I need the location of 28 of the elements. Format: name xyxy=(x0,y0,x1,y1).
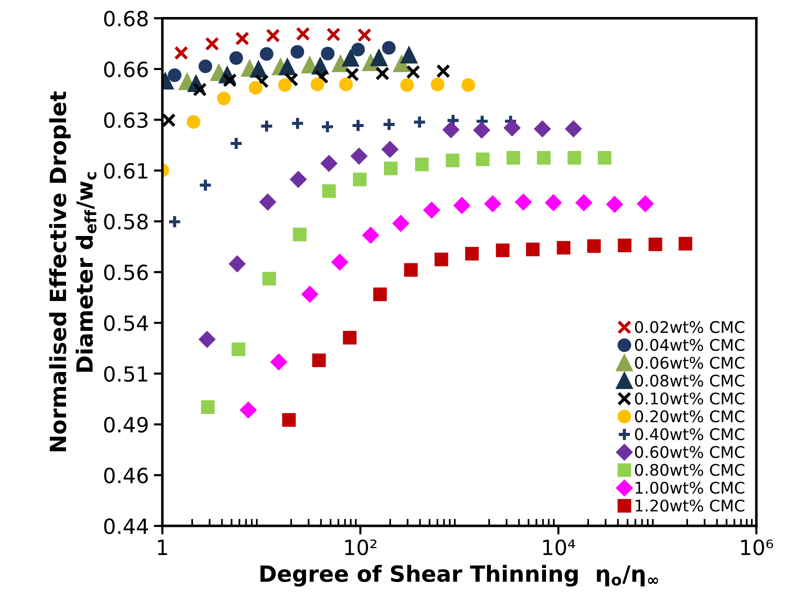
legend-label: 0.04wt% CMC xyxy=(635,338,744,351)
legend-label: 0.02wt% CMC xyxy=(635,321,744,334)
y-tick-label: 0.66 xyxy=(104,61,148,78)
legend-label: 0.20wt% CMC xyxy=(635,410,744,422)
legend-label: 1.00wt% CMC xyxy=(636,482,744,494)
x-tick-label: 10⁶ xyxy=(741,539,774,556)
y-tick-label: 0.49 xyxy=(104,416,148,433)
y-tick-label: 0.51 xyxy=(104,366,148,382)
x-tick-label: 10² xyxy=(345,539,376,556)
x-tick-label: 1 xyxy=(158,540,168,555)
legend-label: 0.08wt% CMC xyxy=(635,374,744,387)
y-tick-label: 0.68 xyxy=(104,10,148,26)
x-tick-label: 10⁴ xyxy=(543,539,576,556)
legend-label: 0.10wt% CMC xyxy=(635,392,744,405)
legend-label: 0.60wt% CMC xyxy=(635,446,744,458)
y-tick-label: 0.56 xyxy=(104,264,148,280)
y-tick-label: 0.46 xyxy=(104,468,148,484)
y-tick-label: 0.58 xyxy=(104,214,148,230)
legend-label: 1.20wt% CMC xyxy=(636,500,744,512)
legend-label: 0.06wt% CMC xyxy=(635,356,744,369)
y-tick-label: 0.63 xyxy=(104,112,148,128)
legend-label: 0.40wt% CMC xyxy=(635,428,744,440)
x-axis-title: Degree of Shear Thinning η$_{o}$/η$_{∞}$ xyxy=(260,564,658,587)
y-tick-label: 0.61 xyxy=(104,162,148,179)
y-tick-label: 0.54 xyxy=(104,315,148,332)
y-axis-title: Normalised Effective Droplet Diameter d$_{eff}$/w$_{c}$ xyxy=(49,91,96,452)
legend-label: 0.80wt% CMC xyxy=(635,464,744,476)
y-tick-label: 0.44 xyxy=(104,518,148,534)
